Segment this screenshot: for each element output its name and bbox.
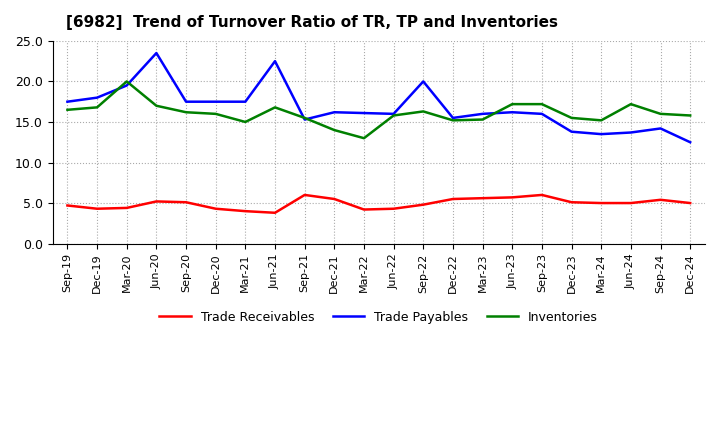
Trade Receivables [626,200,635,205]
Line: Inventories: Inventories [68,81,690,138]
Trade Receivables [300,192,309,198]
Trade Payables [626,130,635,135]
Inventories [390,113,398,118]
Inventories [508,102,516,107]
Trade Payables [478,111,487,117]
Trade Payables [538,111,546,117]
Trade Payables [122,83,131,88]
Trade Receivables [686,200,695,205]
Inventories [538,102,546,107]
Inventories [241,119,250,125]
Trade Payables [300,117,309,122]
Trade Receivables [449,196,457,202]
Trade Payables [360,110,369,116]
Trade Payables [656,126,665,131]
Legend: Trade Receivables, Trade Payables, Inventories: Trade Receivables, Trade Payables, Inven… [155,305,603,329]
Trade Payables [271,59,279,64]
Trade Receivables [656,197,665,202]
Inventories [271,105,279,110]
Trade Payables [390,111,398,117]
Trade Payables [597,132,606,137]
Inventories [360,136,369,141]
Trade Payables [241,99,250,104]
Trade Payables [181,99,190,104]
Inventories [330,128,338,133]
Inventories [567,115,576,121]
Trade Receivables [212,206,220,211]
Inventories [122,79,131,84]
Inventories [449,118,457,123]
Line: Trade Receivables: Trade Receivables [68,195,690,213]
Line: Trade Payables: Trade Payables [68,53,690,142]
Inventories [419,109,428,114]
Inventories [212,111,220,117]
Trade Payables [419,79,428,84]
Inventories [478,117,487,122]
Inventories [63,107,72,113]
Trade Receivables [508,195,516,200]
Inventories [152,103,161,108]
Inventories [686,113,695,118]
Trade Receivables [567,200,576,205]
Trade Receivables [330,196,338,202]
Trade Receivables [181,200,190,205]
Trade Payables [508,110,516,115]
Trade Payables [63,99,72,104]
Trade Receivables [478,195,487,201]
Trade Payables [152,51,161,56]
Trade Payables [567,129,576,134]
Text: [6982]  Trend of Turnover Ratio of TR, TP and Inventories: [6982] Trend of Turnover Ratio of TR, TP… [66,15,558,30]
Trade Payables [93,95,102,100]
Trade Receivables [63,203,72,208]
Trade Receivables [597,200,606,205]
Inventories [597,118,606,123]
Trade Receivables [93,206,102,211]
Inventories [181,110,190,115]
Trade Payables [212,99,220,104]
Inventories [626,102,635,107]
Trade Receivables [271,210,279,216]
Trade Receivables [419,202,428,207]
Trade Receivables [360,207,369,212]
Trade Payables [449,115,457,121]
Trade Receivables [538,192,546,198]
Trade Receivables [122,205,131,211]
Trade Payables [686,139,695,145]
Inventories [656,111,665,117]
Trade Receivables [241,209,250,214]
Trade Receivables [152,199,161,204]
Trade Receivables [390,206,398,211]
Inventories [300,115,309,121]
Trade Payables [330,110,338,115]
Inventories [93,105,102,110]
